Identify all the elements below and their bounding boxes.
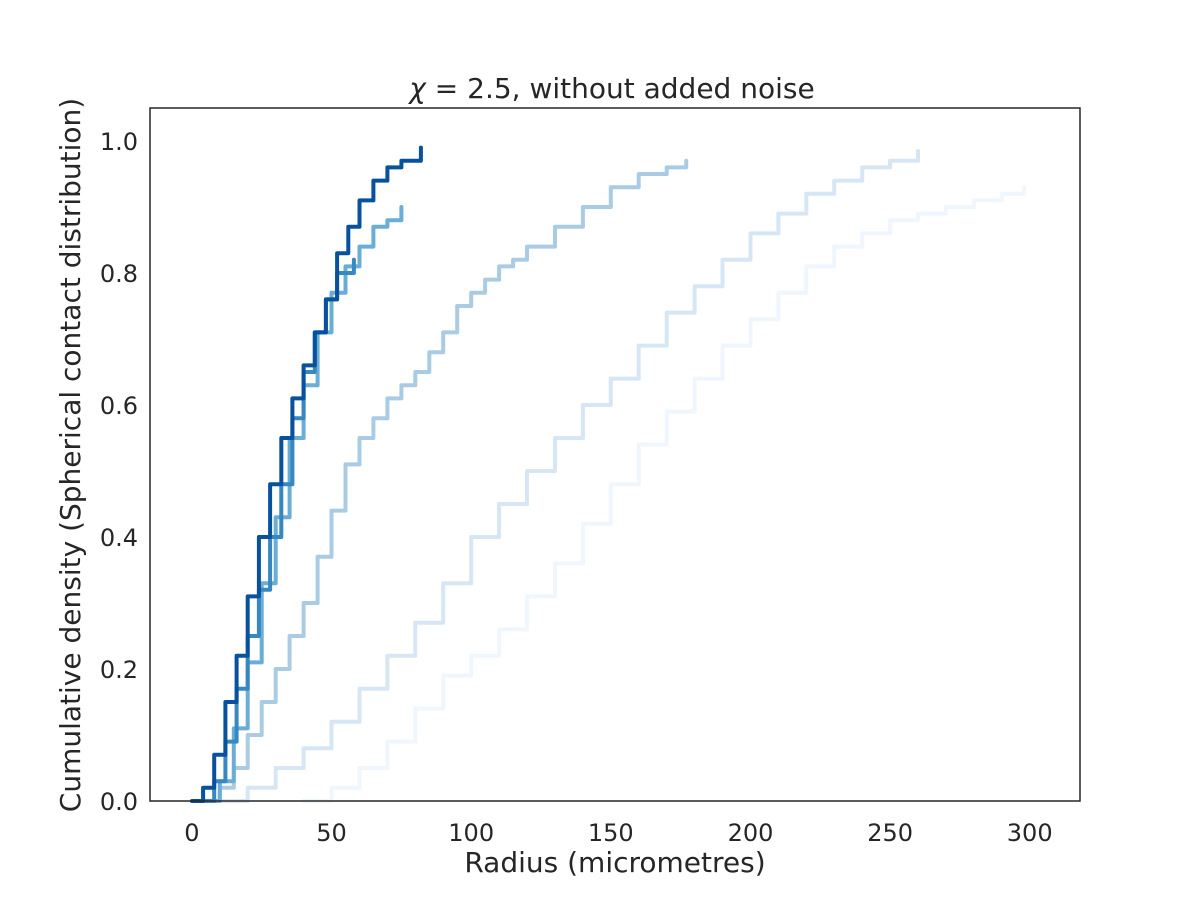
plot-frame <box>149 107 1081 802</box>
y-ticks: 0.0 0.2 0.4 0.6 0.8 1.0 <box>100 128 138 816</box>
y-tick-label: 0.0 <box>100 788 138 816</box>
series-line-2 <box>217 148 920 803</box>
chart-title-symbol: χ <box>407 72 427 105</box>
y-tick-label: 0.2 <box>100 656 138 684</box>
series-line-1 <box>301 185 1027 803</box>
x-tick-label: 0 <box>184 819 199 847</box>
chart-title-rest: = 2.5, without added noise <box>426 72 815 105</box>
series-line-3 <box>203 158 689 803</box>
series-line-6 <box>189 145 423 803</box>
y-tick-label: 0.4 <box>100 524 138 552</box>
x-tick-label: 300 <box>1007 819 1053 847</box>
x-tick-label: 150 <box>588 819 634 847</box>
chart-title: χ = 2.5, without added noise <box>407 72 814 105</box>
y-tick-label: 0.8 <box>100 260 138 288</box>
x-tick-label: 200 <box>728 819 774 847</box>
series-layer <box>189 145 1027 803</box>
y-axis-label: Cumulative density (Spherical contact di… <box>54 98 87 812</box>
y-tick-label: 1.0 <box>100 128 138 156</box>
x-tick-label: 50 <box>316 819 347 847</box>
x-axis-label: Radius (micrometres) <box>464 846 765 879</box>
y-tick-label: 0.6 <box>100 392 138 420</box>
x-ticks: 0 50 100 150 200 250 300 <box>184 819 1052 847</box>
x-tick-label: 250 <box>867 819 913 847</box>
x-tick-label: 100 <box>448 819 494 847</box>
